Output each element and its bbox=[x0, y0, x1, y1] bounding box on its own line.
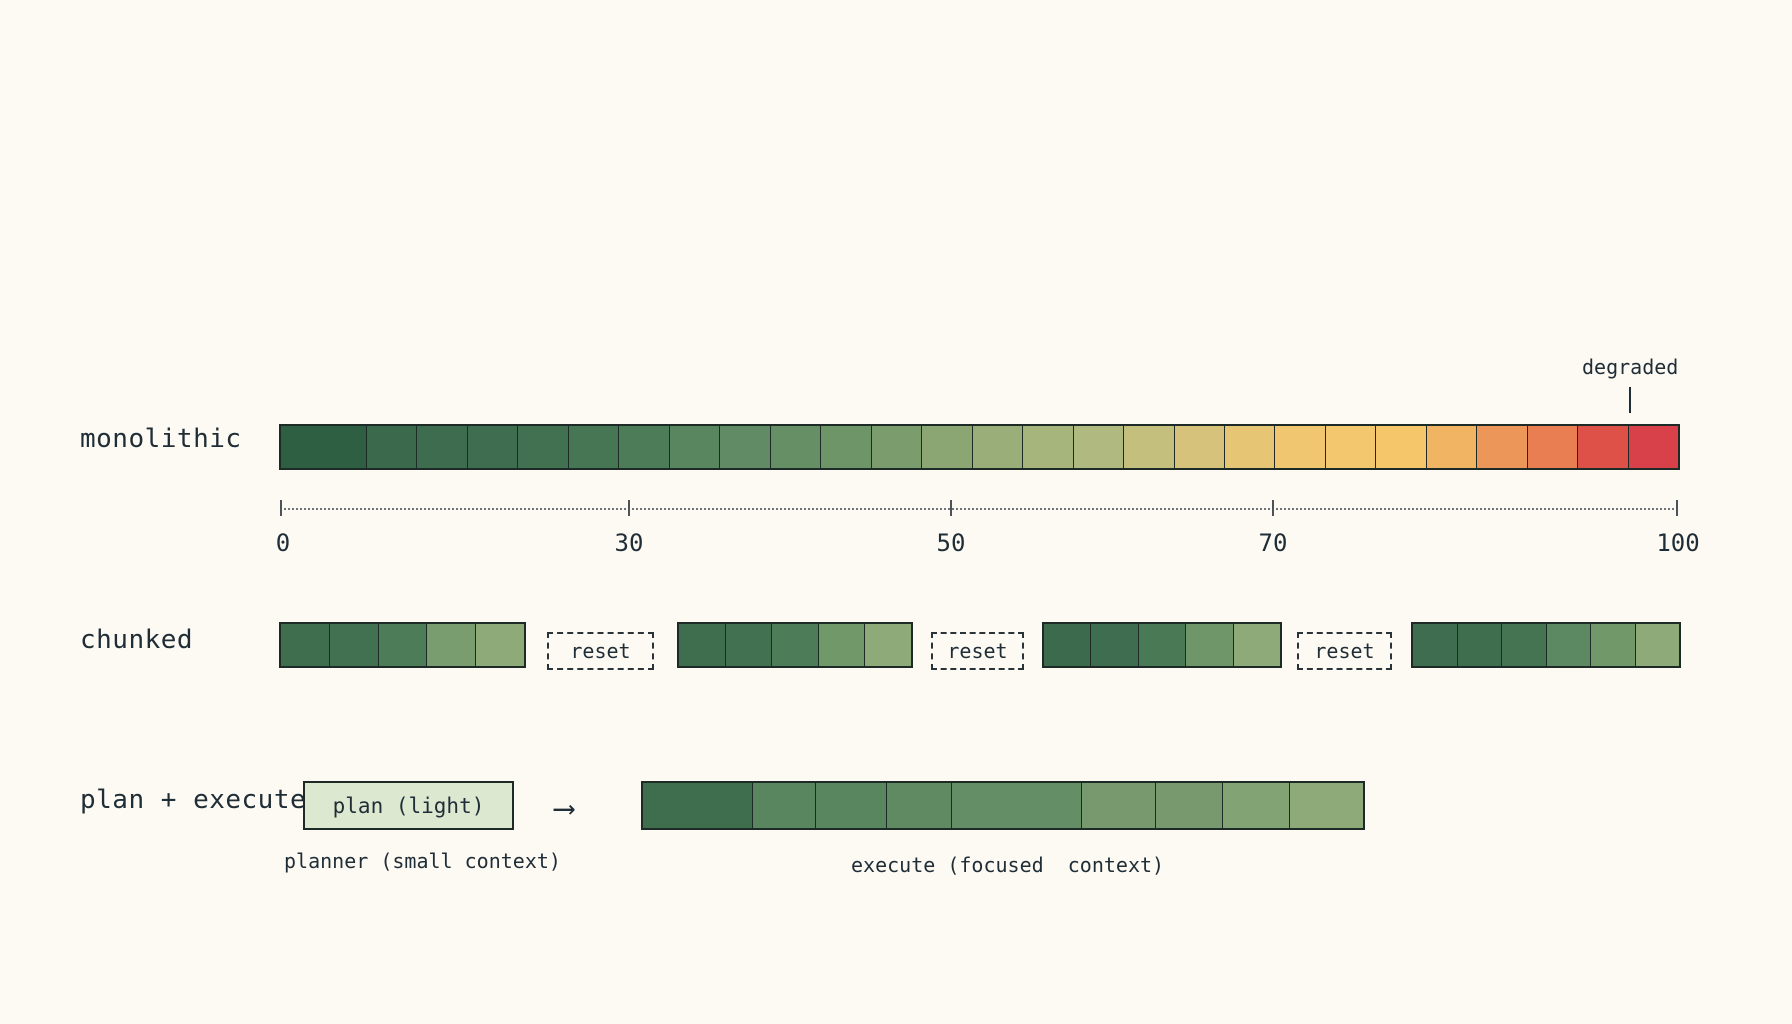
arrow-icon: ⟶ bbox=[555, 791, 574, 826]
chunk-1-cell-2 bbox=[329, 624, 379, 666]
monolithic-cell-1 bbox=[281, 426, 367, 468]
monolithic-cell-17 bbox=[1124, 426, 1175, 468]
row-label-chunked: chunked bbox=[80, 625, 194, 655]
chunk-2-cell-2 bbox=[725, 624, 773, 666]
chunk-3-cell-2 bbox=[1091, 624, 1139, 666]
row-label-plan-execute: plan + execute bbox=[80, 785, 307, 815]
plan-box: plan (light) bbox=[303, 781, 514, 830]
chunk-bar-2 bbox=[677, 622, 913, 668]
monolithic-cell-15 bbox=[1023, 426, 1074, 468]
monolithic-cell-22 bbox=[1376, 426, 1427, 468]
chunk-1-cell-1 bbox=[281, 624, 330, 666]
planner-caption: planner (small context) bbox=[284, 849, 561, 873]
axis-tick-0 bbox=[280, 500, 282, 516]
chunk-2-cell-5 bbox=[865, 624, 911, 666]
monolithic-cell-25 bbox=[1527, 426, 1579, 468]
monolithic-cell-27 bbox=[1628, 426, 1679, 468]
monolithic-cell-5 bbox=[518, 426, 569, 468]
axis-tick-30 bbox=[628, 500, 630, 516]
axis-tick-50 bbox=[950, 500, 952, 516]
axis-tick-100 bbox=[1676, 500, 1678, 516]
axis-tick-label-100: 100 bbox=[1656, 529, 1700, 557]
chunk-1-cell-4 bbox=[427, 624, 477, 666]
chunk-bar-1 bbox=[279, 622, 526, 668]
execute-cell-9 bbox=[1290, 783, 1363, 828]
monolithic-cell-10 bbox=[770, 426, 822, 468]
monolithic-cell-11 bbox=[821, 426, 872, 468]
execute-bar bbox=[641, 781, 1365, 830]
axis-tick-label-70: 70 bbox=[1258, 529, 1288, 557]
axis-tick-label-30: 30 bbox=[614, 529, 644, 557]
execute-cell-4 bbox=[887, 783, 952, 828]
monolithic-cell-19 bbox=[1224, 426, 1276, 468]
chunk-1-cell-3 bbox=[378, 624, 428, 666]
monolithic-cell-18 bbox=[1174, 426, 1225, 468]
monolithic-cell-9 bbox=[720, 426, 771, 468]
monolithic-cell-24 bbox=[1477, 426, 1528, 468]
chunk-4-cell-1 bbox=[1413, 624, 1458, 666]
chunk-3-cell-4 bbox=[1186, 624, 1234, 666]
monolithic-cell-8 bbox=[669, 426, 721, 468]
execute-cell-1 bbox=[643, 783, 753, 828]
execute-cell-7 bbox=[1156, 783, 1223, 828]
monolithic-cell-16 bbox=[1073, 426, 1125, 468]
monolithic-cell-14 bbox=[972, 426, 1024, 468]
execute-cell-2 bbox=[753, 783, 816, 828]
monolithic-cell-20 bbox=[1275, 426, 1326, 468]
monolithic-cell-21 bbox=[1325, 426, 1377, 468]
monolithic-cell-26 bbox=[1578, 426, 1629, 468]
chunk-4-cell-3 bbox=[1502, 624, 1547, 666]
chunk-3-cell-1 bbox=[1044, 624, 1092, 666]
monolithic-cell-6 bbox=[568, 426, 620, 468]
chunk-1-cell-5 bbox=[476, 624, 524, 666]
degraded-label: degraded bbox=[1582, 355, 1679, 379]
monolithic-cell-2 bbox=[367, 426, 418, 468]
chunk-4-cell-2 bbox=[1457, 624, 1502, 666]
chunk-3-cell-3 bbox=[1138, 624, 1187, 666]
degraded-marker bbox=[1629, 387, 1631, 413]
execute-cell-8 bbox=[1223, 783, 1290, 828]
monolithic-cell-3 bbox=[417, 426, 468, 468]
execute-caption: execute (focused context) bbox=[851, 853, 1165, 877]
monolithic-bar bbox=[279, 424, 1680, 470]
chunk-4-cell-6 bbox=[1635, 624, 1679, 666]
chunk-4-cell-4 bbox=[1546, 624, 1591, 666]
axis-tick-70 bbox=[1272, 500, 1274, 516]
monolithic-cell-12 bbox=[871, 426, 923, 468]
reset-box-2: reset bbox=[931, 632, 1024, 670]
axis-line bbox=[280, 508, 1678, 510]
monolithic-cell-23 bbox=[1426, 426, 1478, 468]
chunk-2-cell-4 bbox=[818, 624, 866, 666]
execute-cell-6 bbox=[1082, 783, 1156, 828]
execute-cell-3 bbox=[816, 783, 887, 828]
chunk-2-cell-3 bbox=[772, 624, 819, 666]
monolithic-cell-7 bbox=[619, 426, 670, 468]
monolithic-cell-4 bbox=[467, 426, 519, 468]
reset-box-3: reset bbox=[1297, 632, 1392, 670]
reset-box-1: reset bbox=[547, 632, 654, 670]
axis-tick-label-0: 0 bbox=[275, 529, 291, 557]
axis-tick-label-50: 50 bbox=[936, 529, 966, 557]
chunk-2-cell-1 bbox=[679, 624, 726, 666]
chunk-4-cell-5 bbox=[1591, 624, 1636, 666]
chunk-bar-3 bbox=[1042, 622, 1282, 668]
monolithic-cell-13 bbox=[922, 426, 973, 468]
chunk-bar-4 bbox=[1411, 622, 1681, 668]
row-label-monolithic: monolithic bbox=[80, 424, 242, 454]
execute-cell-5 bbox=[952, 783, 1082, 828]
chunk-3-cell-5 bbox=[1233, 624, 1281, 666]
